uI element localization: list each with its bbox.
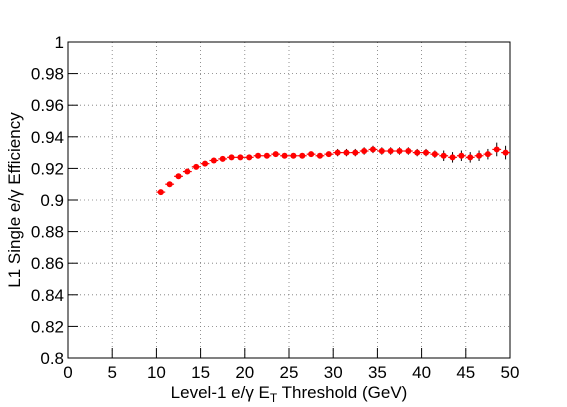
data-point (476, 152, 483, 159)
data-point (467, 154, 474, 161)
data-point (272, 151, 279, 158)
data-point (299, 152, 306, 159)
data-point (449, 154, 456, 161)
x-axis-label-main: Level-1 e/γ E (171, 383, 270, 402)
x-axis-label-sub: T (270, 391, 278, 405)
y-tick-label: 0.96 (31, 96, 64, 115)
data-point (193, 163, 200, 170)
data-point (184, 168, 191, 175)
y-tick-label: 0.84 (31, 286, 64, 305)
data-point (308, 151, 315, 158)
y-tick-label: 0.82 (31, 317, 64, 336)
data-point (263, 152, 270, 159)
x-axis-label-rest: Threshold (GeV) (277, 383, 407, 402)
data-point (352, 149, 359, 156)
data-point (281, 152, 288, 159)
data-point (458, 152, 465, 159)
x-tick-label: 25 (280, 363, 299, 382)
x-tick-label: 35 (368, 363, 387, 382)
plot-frame (67, 41, 511, 359)
data-point (228, 154, 235, 161)
x-tick-label: 5 (107, 363, 116, 382)
data-point (493, 146, 500, 153)
y-tick-label: 1 (55, 33, 64, 52)
data-point (414, 149, 421, 156)
x-tick-label: 0 (63, 363, 72, 382)
x-tick-label: 10 (147, 363, 166, 382)
y-tick-label: 0.9 (40, 191, 64, 210)
x-tick-label: 20 (235, 363, 254, 382)
y-tick-label: 0.88 (31, 223, 64, 242)
data-point (334, 149, 341, 156)
data-point (246, 154, 253, 161)
data-point (343, 149, 350, 156)
data-point (255, 152, 262, 159)
y-tick-label: 0.8 (40, 349, 64, 368)
data-point (237, 154, 244, 161)
x-tick-label: 15 (191, 363, 210, 382)
x-tick-label: 30 (324, 363, 343, 382)
data-point (166, 181, 173, 188)
data-point (316, 152, 323, 159)
data-point (369, 146, 376, 153)
data-point (387, 148, 394, 155)
data-point (210, 157, 217, 164)
x-tick-label: 45 (456, 363, 475, 382)
data-point (202, 160, 209, 167)
data-point (157, 189, 164, 196)
data-point (396, 148, 403, 155)
data-point (378, 148, 385, 155)
data-point (361, 148, 368, 155)
y-tick-label: 0.92 (31, 159, 64, 178)
data-point (431, 151, 438, 158)
data-point (502, 149, 509, 156)
y-axis-label: L1 Single e/γ Efficiency (5, 112, 24, 288)
data-point (175, 173, 182, 180)
x-tick-label: 40 (412, 363, 431, 382)
data-point (440, 152, 447, 159)
data-point (405, 148, 412, 155)
x-axis-label: Level-1 e/γ ET Threshold (GeV) (171, 383, 408, 405)
data-point (325, 151, 332, 158)
data-point (219, 155, 226, 162)
y-tick-label: 0.86 (31, 254, 64, 273)
y-tick-label: 0.98 (31, 65, 64, 84)
x-tick-label: 50 (501, 363, 520, 382)
data-point (290, 152, 297, 159)
data-point (484, 151, 491, 158)
y-tick-label: 0.94 (31, 128, 64, 147)
data-point (423, 149, 430, 156)
